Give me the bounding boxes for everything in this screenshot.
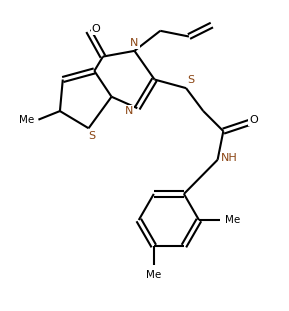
Text: Me: Me: [146, 270, 162, 280]
Text: S: S: [88, 131, 95, 141]
Text: O: O: [249, 115, 258, 125]
Text: O: O: [91, 24, 100, 34]
Text: N: N: [130, 38, 139, 48]
Text: N: N: [125, 106, 134, 116]
Text: Me: Me: [19, 115, 35, 125]
Text: S: S: [187, 75, 194, 85]
Text: Me: Me: [225, 215, 240, 225]
Text: NH: NH: [221, 153, 238, 163]
